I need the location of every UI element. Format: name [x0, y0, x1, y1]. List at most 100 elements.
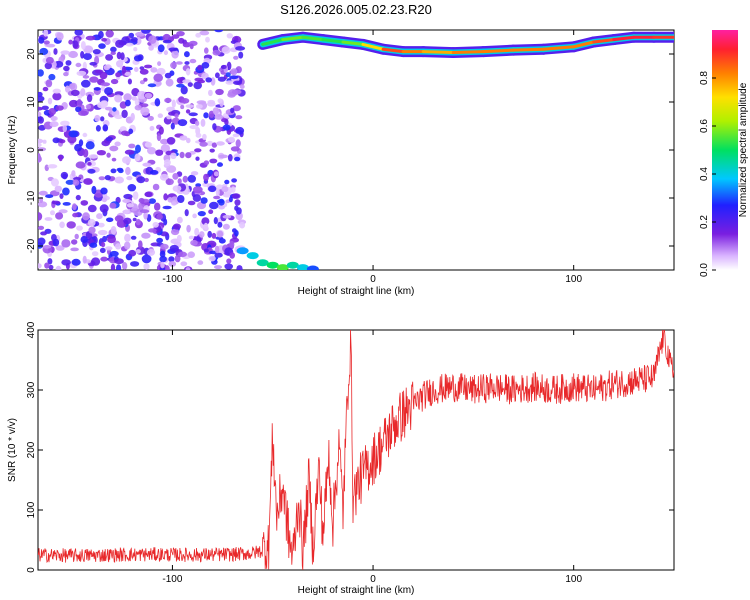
noise-blob [189, 43, 194, 50]
noise-blob [50, 210, 55, 216]
noise-blob [194, 148, 202, 153]
noise-blob [117, 168, 124, 174]
noise-blob [78, 110, 88, 116]
noise-blob [211, 232, 217, 239]
noise-blob [86, 94, 93, 103]
noise-blob [176, 234, 182, 243]
y-tick-label: -10 [26, 190, 37, 205]
noise-blob [215, 141, 225, 146]
noise-blob [97, 229, 108, 236]
y-tick-label: 20 [26, 48, 37, 60]
noise-blob [38, 237, 46, 246]
noise-blob [235, 139, 241, 148]
y-tick-label: 0 [26, 567, 37, 573]
noise-blob [229, 75, 239, 80]
noise-blob [38, 201, 48, 208]
noise-blob [126, 176, 133, 181]
noise-blob [207, 101, 216, 107]
noise-blob [132, 191, 139, 200]
noise-blob [168, 256, 175, 263]
noise-blob [94, 114, 101, 122]
noise-blob [186, 137, 191, 144]
noise-blob [199, 141, 208, 147]
noise-blob [139, 80, 145, 85]
noise-blob [38, 225, 45, 230]
noise-blob [218, 154, 228, 159]
noise-blob [164, 159, 171, 167]
noise-blob [132, 217, 137, 222]
noise-blob [45, 79, 53, 88]
noise-blob [98, 43, 106, 49]
noise-blob [155, 149, 164, 156]
noise-blob [109, 202, 117, 209]
noise-blob [185, 68, 191, 76]
noise-blob [101, 197, 107, 203]
noise-blob [80, 88, 86, 97]
noise-blob [168, 47, 178, 52]
noise-blob [160, 138, 169, 145]
noise-blob [128, 128, 134, 135]
noise-blob [157, 61, 162, 66]
noise-blob [110, 168, 117, 174]
noise-blob [137, 90, 147, 100]
noise-blob [71, 258, 81, 266]
noise-blob [100, 187, 108, 195]
noise-blob [42, 86, 49, 92]
colorbar-gradient [712, 30, 738, 270]
noise-blob [234, 205, 239, 211]
lower-branch-point [286, 261, 299, 269]
noise-blob [106, 152, 111, 158]
noise-blob [96, 213, 103, 220]
noise-blob [214, 114, 224, 120]
noise-blob [224, 119, 229, 126]
noise-blob [221, 186, 229, 193]
noise-blob [114, 94, 123, 103]
noise-blob [124, 149, 135, 155]
noise-blob [61, 239, 71, 248]
noise-blob [196, 104, 203, 109]
noise-blob [185, 104, 195, 108]
ridge-core [592, 38, 616, 44]
noise-blob [178, 251, 187, 258]
noise-blob [59, 221, 65, 229]
noise-blob [195, 156, 200, 161]
noise-blob [164, 265, 170, 270]
noise-blob [190, 171, 199, 176]
noise-blob [134, 153, 141, 162]
colorbar-tick-label: 0.8 [699, 71, 710, 85]
noise-blob [56, 32, 64, 41]
noise-blob [102, 124, 109, 132]
noise-blob [214, 30, 224, 33]
noise-blob [213, 195, 221, 200]
noise-blob [38, 212, 43, 221]
ridge-core [572, 40, 596, 49]
noise-blob [38, 69, 44, 77]
noise-blob [156, 132, 162, 142]
noise-blob [204, 47, 209, 54]
noise-blob [148, 35, 157, 44]
noise-blob [83, 52, 92, 61]
noise-blob [99, 204, 109, 213]
noise-blob [51, 200, 61, 205]
x-tick-label: 100 [565, 574, 582, 585]
noise-blob [212, 49, 221, 56]
noise-blob [68, 99, 79, 108]
noise-blob [122, 156, 131, 164]
noise-blob [177, 178, 182, 185]
noise-blob [197, 211, 206, 217]
noise-blob [163, 193, 168, 201]
noise-blob [170, 122, 175, 130]
noise-blob [44, 62, 52, 70]
snr-ticks: -100 0 100 0 100 200 300 400 [26, 321, 674, 585]
noise-blob [72, 212, 79, 218]
noise-blob [91, 185, 97, 195]
noise-blob [105, 30, 114, 38]
noise-blob [159, 173, 169, 181]
noise-blob [114, 114, 123, 120]
noise-blob [139, 68, 149, 75]
noise-blob [127, 78, 132, 85]
noise-blob [214, 265, 222, 270]
noise-blob [188, 112, 198, 117]
